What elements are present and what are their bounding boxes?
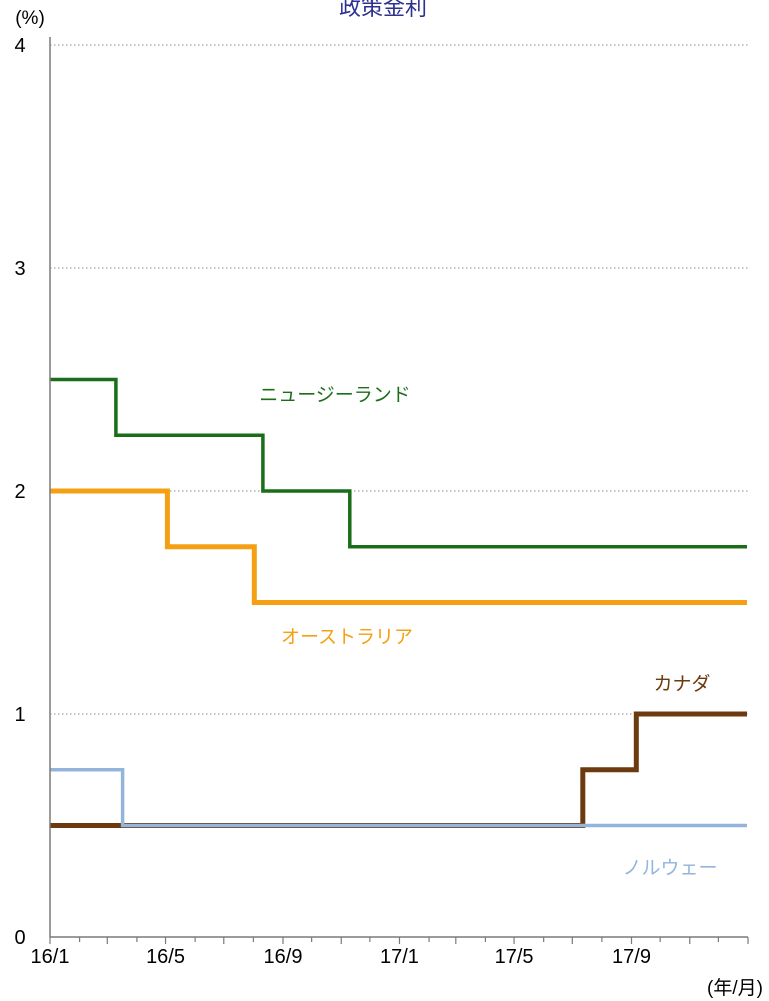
x-tick-label: 16/5 — [146, 946, 185, 968]
y-tick-label: 0 — [14, 927, 25, 949]
x-tick-label: 16/1 — [31, 946, 70, 968]
x-tick-label: 17/1 — [380, 946, 419, 968]
y-tick-label: 2 — [14, 481, 25, 503]
series-lines — [50, 377, 747, 828]
x-axis-unit-label: (年/月) — [707, 977, 763, 999]
series-label-2: カナダ — [653, 673, 710, 695]
series-line-2 — [50, 711, 747, 828]
x-tick-label: 17/9 — [612, 946, 651, 968]
y-tick-label: 3 — [14, 258, 25, 280]
series-label-0: ニュージーランド — [259, 384, 411, 406]
y-tick-label: 4 — [14, 35, 25, 57]
gridlines — [50, 44, 748, 715]
x-tick-label: 16/9 — [264, 946, 303, 968]
chart-title: 政策金利 — [339, 0, 427, 21]
series-label-1: オーストラリア — [281, 626, 413, 648]
y-axis-unit-label: (%) — [15, 8, 45, 29]
series-line-0 — [50, 377, 747, 549]
y-tick-label: 1 — [14, 704, 25, 726]
x-tick-label: 17/5 — [495, 946, 534, 968]
series-line-3 — [50, 768, 747, 828]
axes: 0 1 2 3 4 16/1 16/5 16/9 17/1 17/5 17/9 — [14, 35, 749, 968]
series-label-3: ノルウェー — [622, 857, 717, 879]
series-line-1 — [50, 488, 747, 605]
